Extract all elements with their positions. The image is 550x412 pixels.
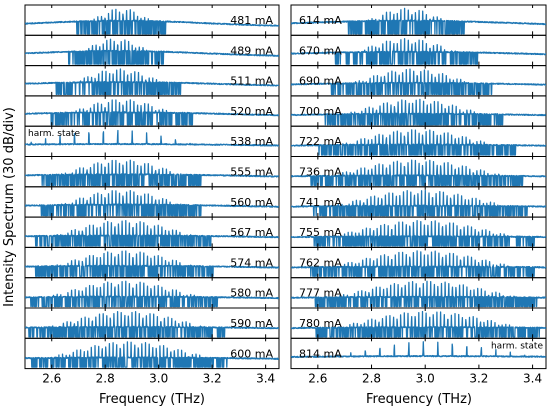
spectrum-trace (291, 159, 546, 186)
spectrum-panel: 520 mA (24, 95, 280, 127)
spectrum-panel: 590 mA (24, 307, 280, 339)
spectrum-panel: 670 mA (290, 34, 547, 67)
current-label: 777 mA (299, 287, 342, 300)
spectrum-trace (291, 280, 546, 308)
spectrum-trace (291, 38, 546, 65)
spectrum-panel: 736 mA (290, 156, 547, 188)
spectrum-trace (291, 189, 546, 217)
spectrum-panel: 580 mA (24, 277, 280, 309)
spectrum-panel: 538 mA harm. state (24, 125, 280, 157)
harmonic-state-label: harm. state (491, 341, 544, 351)
current-label: 511 mA (230, 75, 273, 88)
spectrum-trace (25, 311, 279, 338)
current-label: 555 mA (230, 166, 273, 179)
spectrum-trace (25, 250, 279, 277)
spectrum-panel: 555 mA (24, 156, 280, 188)
spectrum-panel: 780 mA (290, 307, 547, 339)
current-label: 700 mA (299, 105, 342, 118)
spectrum-trace (25, 280, 279, 308)
current-label: 538 mA (230, 135, 273, 148)
current-label: 780 mA (299, 317, 342, 330)
harmonic-state-label: harm. state (28, 129, 81, 139)
spectrum-trace (291, 7, 546, 35)
current-label: 722 mA (299, 135, 342, 148)
x-tick-label: 2.8 (362, 372, 381, 386)
spectrum-panel: 690 mA (290, 65, 547, 97)
spectrum-panel: 574 mA (24, 246, 280, 279)
x-tick-label: 3.0 (416, 372, 435, 386)
x-tick-label: 2.8 (96, 372, 115, 386)
panel-frame (290, 337, 547, 370)
spectrum-trace (25, 129, 279, 147)
current-label: 580 mA (230, 287, 273, 300)
spectrum-panel: 755 mA (290, 216, 547, 248)
current-label: 600 mA (230, 347, 273, 360)
spectrum-trace (25, 189, 279, 217)
x-tick-label: 2.6 (42, 372, 61, 386)
current-label: 741 mA (299, 196, 342, 209)
x-axis-label-left: Frequency (THz) (99, 392, 205, 407)
spectrum-panel: 814 mA harm. state (290, 337, 547, 370)
current-label: 520 mA (230, 105, 273, 118)
spectrum-panel: 722 mA (290, 125, 547, 157)
spectrum-panel: 567 mA (24, 216, 280, 248)
x-tick-label: 3.0 (149, 372, 168, 386)
panel-frame (24, 337, 280, 370)
current-label: 567 mA (230, 226, 273, 239)
current-label: 560 mA (230, 196, 273, 209)
spectrum-panel: 614 mA (290, 4, 547, 36)
spectrum-panel: 700 mA (290, 95, 547, 127)
current-label: 614 mA (299, 14, 342, 27)
spectrum-trace (291, 250, 546, 277)
current-label: 670 mA (299, 44, 342, 57)
current-label: 755 mA (299, 226, 342, 239)
spectrum-panel: 489 mA (24, 34, 280, 67)
spectrum-trace (25, 99, 279, 126)
x-tick-label: 2.6 (308, 372, 327, 386)
spectrum-trace (291, 129, 546, 156)
panel-grid: 481 mA 489 mA 511 mA 520 mA 538 mA harm. stat… (24, 4, 547, 386)
spectrum-trace (25, 220, 279, 247)
current-label: 590 mA (230, 317, 273, 330)
spectrum-trace (25, 8, 279, 35)
spectrum-trace (291, 98, 546, 126)
spectrum-trace (25, 341, 279, 368)
spectrum-panel: 600 mA (24, 337, 280, 370)
spectrum-trace (291, 219, 546, 247)
spectrum-trace (25, 68, 279, 96)
current-label: 814 mA (299, 347, 342, 360)
current-label: 489 mA (230, 44, 273, 57)
current-label: 736 mA (299, 166, 342, 179)
spectrum-trace (291, 341, 546, 359)
x-tick-label: 3.2 (203, 372, 222, 386)
spectrum-panel: 511 mA (24, 65, 280, 97)
spectrum-trace (291, 68, 546, 96)
x-tick-label: 3.4 (523, 372, 542, 386)
y-axis-label: Intensity Spectrum (30 dB/div) (2, 107, 17, 307)
spectrum-trace (291, 310, 546, 338)
current-label: 690 mA (299, 75, 342, 88)
spectrum-panel: 777 mA (290, 277, 547, 309)
x-axis-label-right: Frequency (THz) (366, 392, 472, 407)
spectrum-trace (25, 159, 279, 186)
spectrum-panel: 560 mA (24, 186, 280, 218)
spectrum-panel: 762 mA (290, 246, 547, 279)
spectrum-panel: 741 mA (290, 186, 547, 218)
current-label: 574 mA (230, 256, 273, 269)
spectrum-panel: 481 mA (24, 4, 280, 36)
spectrum-trace (25, 38, 279, 65)
current-label: 481 mA (230, 14, 273, 27)
x-tick-label: 3.4 (256, 372, 275, 386)
current-label: 762 mA (299, 256, 342, 269)
x-tick-label: 3.2 (469, 372, 488, 386)
